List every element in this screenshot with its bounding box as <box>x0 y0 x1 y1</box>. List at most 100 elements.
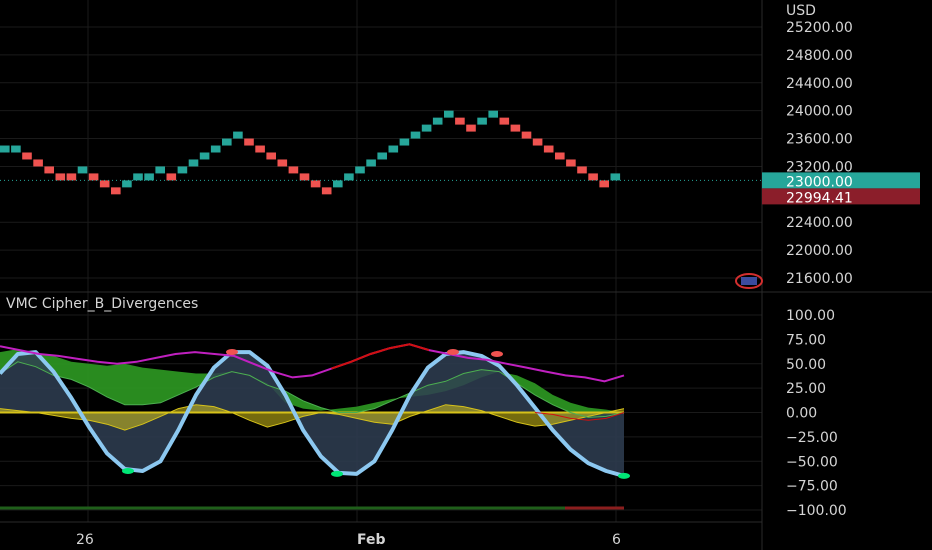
renko-brick <box>344 173 354 181</box>
indicator-tick-label: 50.00 <box>786 357 826 373</box>
indicator-title[interactable]: VMC Cipher_B_Divergences <box>6 296 198 312</box>
renko-brick <box>144 173 154 181</box>
renko-brick <box>377 152 387 160</box>
renko-brick <box>188 159 199 167</box>
last-price-label: 23000.00 <box>786 174 853 190</box>
renko-brick <box>133 173 143 181</box>
price-tick-label: 22400.00 <box>786 215 853 231</box>
renko-brick <box>321 187 332 195</box>
rsi-line <box>0 343 625 383</box>
renko-brick <box>88 173 99 181</box>
bullish-dot <box>331 470 343 477</box>
renko-brick <box>177 166 188 174</box>
renko-brick <box>277 159 288 167</box>
renko-brick <box>44 166 54 174</box>
renko-brick <box>466 124 476 132</box>
renko-brick <box>577 166 587 174</box>
flag-icon-body <box>741 277 757 285</box>
time-tick-label: 6 <box>612 532 621 548</box>
momentum-cloud <box>0 349 624 418</box>
renko-brick <box>155 166 165 174</box>
bullish-dot <box>618 472 630 479</box>
indicator-tick-label: 75.00 <box>786 332 826 348</box>
indicator-tick-label: 25.00 <box>786 381 826 397</box>
price-axis[interactable]: USD 25200.00 24800.00 24400.00 24000.00 2360… <box>762 3 920 287</box>
money-flow-line <box>0 404 625 431</box>
renko-brick <box>233 131 243 139</box>
price-tick-label: 24000.00 <box>786 104 853 120</box>
renko-brick <box>532 138 543 146</box>
renko-brick <box>255 145 265 153</box>
indicator-tick-label: 100.00 <box>786 308 835 324</box>
rsi-line-bearish <box>331 343 430 370</box>
renko-brick <box>66 173 77 181</box>
indicator-tick-label: −50.00 <box>786 454 838 470</box>
price-tick-label: 21600.00 <box>786 271 853 287</box>
indicator-tick-label: −100.00 <box>786 503 847 519</box>
renko-brick <box>210 145 221 153</box>
renko-brick <box>122 180 132 188</box>
renko-brick <box>499 117 510 125</box>
price-tick-label: 23600.00 <box>786 132 853 148</box>
renko-brick <box>444 110 454 118</box>
renko-brick <box>488 110 498 118</box>
renko-brick <box>510 124 521 132</box>
time-tick-label: Feb <box>357 532 386 548</box>
price-pane[interactable] <box>0 110 762 195</box>
renko-brick <box>610 173 621 181</box>
renko-brick <box>455 117 465 125</box>
wave-trend-1-line <box>0 350 625 478</box>
renko-brick <box>543 145 554 153</box>
renko-brick <box>521 131 532 139</box>
renko-brick <box>410 131 421 139</box>
renko-brick <box>288 166 299 174</box>
indicator-tick-label: −25.00 <box>786 430 838 446</box>
renko-brick <box>310 180 321 188</box>
renko-brick <box>244 138 254 146</box>
renko-brick <box>432 117 443 125</box>
last-price-tag <box>762 172 920 189</box>
indicator-axis[interactable]: 100.00 75.00 50.00 25.00 0.00 −25.00 −50.00 −75… <box>786 308 847 519</box>
wave-trend-2-line <box>0 361 625 418</box>
indicator-tick-label: −75.00 <box>786 479 838 495</box>
price-tick-label: 24800.00 <box>786 48 853 64</box>
renko-brick <box>11 145 21 153</box>
price-tick-label: 25200.00 <box>786 20 853 36</box>
renko-brick <box>299 173 310 181</box>
renko-brick <box>22 152 32 160</box>
renko-brick <box>588 173 598 181</box>
renko-brick <box>166 173 177 181</box>
price-tick-label: 24400.00 <box>786 76 853 92</box>
bullish-dot <box>122 468 134 474</box>
price-tick-label: 22000.00 <box>786 243 853 259</box>
divergence-line <box>534 412 625 421</box>
renko-brick <box>77 166 88 174</box>
renko-brick <box>55 173 66 181</box>
current-price-label: 22994.41 <box>786 190 853 206</box>
flag-icon[interactable] <box>735 273 763 289</box>
renko-brick <box>0 145 10 153</box>
currency-label: USD <box>786 3 816 19</box>
flag-icon-ring <box>735 273 763 289</box>
renko-brick <box>355 166 365 174</box>
bearish-dot <box>447 349 459 356</box>
price-tick-label: 23200.00 <box>786 159 853 175</box>
money-flow-area <box>0 404 624 431</box>
renko-brick <box>477 117 487 125</box>
renko-brick <box>199 152 210 160</box>
indicator-pane[interactable] <box>0 343 630 510</box>
bearish-dot <box>226 349 238 356</box>
renko-brick <box>33 159 43 167</box>
renko-brick <box>599 180 609 188</box>
time-axis[interactable]: 26 Feb 6 <box>76 532 621 548</box>
renko-brick <box>399 138 410 146</box>
renko-brick <box>333 180 343 188</box>
renko-brick <box>222 138 232 146</box>
renko-brick <box>266 152 276 160</box>
renko-brick <box>421 124 432 132</box>
renko-brick <box>566 159 576 167</box>
indicator-tick-label: 0.00 <box>786 406 817 422</box>
current-price-tag <box>762 188 920 205</box>
renko-brick <box>555 152 565 160</box>
